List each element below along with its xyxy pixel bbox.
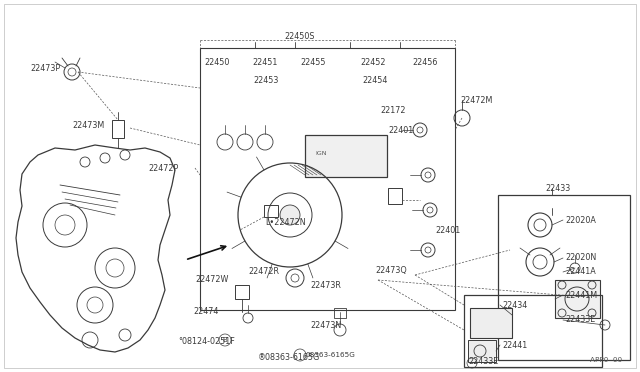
- Bar: [112, 120, 124, 138]
- Text: 22433E: 22433E: [565, 315, 595, 324]
- Text: 22473N: 22473N: [310, 321, 341, 330]
- Text: 22456: 22456: [412, 58, 437, 67]
- Text: 22451: 22451: [252, 58, 277, 67]
- Bar: [470, 308, 512, 338]
- Bar: [235, 285, 249, 299]
- Text: 22454: 22454: [362, 76, 387, 84]
- Text: 22450S: 22450S: [285, 32, 316, 41]
- Text: 22401: 22401: [388, 125, 413, 135]
- Text: 22472P: 22472P: [148, 164, 179, 173]
- Text: 22472R: 22472R: [248, 267, 279, 276]
- Bar: [334, 308, 346, 318]
- Text: 22473P: 22473P: [30, 64, 60, 73]
- Bar: [200, 48, 455, 310]
- Text: 22401: 22401: [435, 225, 460, 234]
- Bar: [388, 188, 402, 204]
- Bar: [464, 295, 602, 367]
- Circle shape: [280, 205, 300, 225]
- Bar: [498, 195, 630, 360]
- Text: 22453: 22453: [253, 76, 278, 84]
- Text: APP0  00: APP0 00: [590, 357, 622, 363]
- Text: ®08363-6165G: ®08363-6165G: [258, 353, 320, 362]
- Text: °08124-0251F: °08124-0251F: [178, 337, 235, 346]
- Bar: [264, 205, 278, 217]
- Text: 22172: 22172: [380, 106, 406, 115]
- Text: 08363-6165G: 08363-6165G: [305, 352, 355, 358]
- Text: 22450: 22450: [204, 58, 229, 67]
- Text: 22020A: 22020A: [565, 215, 596, 224]
- Text: 22473M: 22473M: [72, 121, 104, 129]
- Bar: [305, 135, 387, 177]
- Text: 22433E: 22433E: [468, 357, 499, 366]
- Text: 22433: 22433: [545, 183, 570, 192]
- Text: L•22472N: L•22472N: [265, 218, 306, 227]
- Text: 22455: 22455: [300, 58, 326, 67]
- Text: 22441A: 22441A: [565, 267, 596, 276]
- Text: 22441: 22441: [502, 340, 527, 350]
- Text: 22473R: 22473R: [310, 280, 341, 289]
- Text: IGN: IGN: [315, 151, 326, 155]
- Text: 22452: 22452: [360, 58, 385, 67]
- Text: 22434: 22434: [502, 301, 527, 310]
- Text: B: B: [223, 337, 227, 343]
- Text: 22474: 22474: [193, 308, 218, 317]
- Text: 22020N: 22020N: [565, 253, 596, 263]
- Text: 22473Q: 22473Q: [375, 266, 407, 275]
- Text: 22441M: 22441M: [565, 291, 597, 299]
- Text: 22472M: 22472M: [460, 96, 492, 105]
- Text: 22472W: 22472W: [195, 276, 228, 285]
- Bar: [468, 340, 496, 362]
- Bar: [555, 280, 600, 318]
